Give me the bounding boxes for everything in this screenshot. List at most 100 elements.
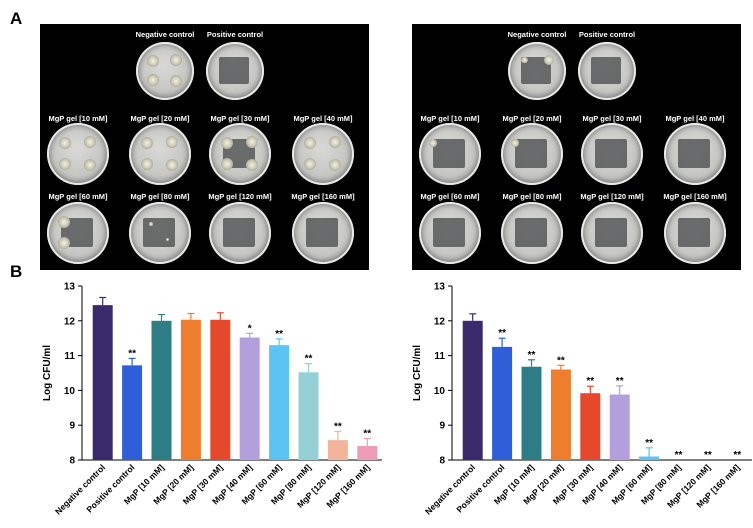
right-chart-bar (550, 369, 571, 460)
colony-spot (165, 136, 178, 149)
colony-spot (170, 75, 182, 87)
right-chart-significance-label: ** (733, 450, 741, 461)
right-chart-significance-label: ** (528, 350, 536, 361)
left-chart-significance-label: ** (275, 329, 283, 340)
plate-label-right-row3-3: MgP gel [160 mM] (663, 192, 727, 201)
dish-left-negative (136, 42, 194, 100)
dish-right-row3-3 (664, 202, 726, 264)
dish-left-row3-1 (129, 202, 191, 264)
right-chart-y-tick-label: 12 (434, 316, 446, 327)
right-chart-y-tick-label: 8 (439, 456, 445, 467)
dish-right-row3-1 (501, 202, 563, 264)
plate-label-left-top-0: Negative control (135, 30, 195, 39)
left-chart-bar (180, 319, 201, 460)
dish-right-row3-2 (581, 202, 643, 264)
left-chart-category-label: Negative control (53, 462, 107, 516)
right-chart-y-axis-label: Log CFU/ml (412, 345, 423, 401)
dish-left-row3-0 (47, 202, 109, 264)
left-chart-significance-label: * (248, 323, 252, 334)
right-chart-significance-label: ** (704, 450, 712, 461)
colony-spot (166, 237, 170, 241)
colony-spot (303, 136, 317, 150)
right-chart-category-label: Negative control (423, 462, 477, 516)
right-chart-significance-label: ** (557, 355, 565, 366)
left-chart-bar (210, 319, 231, 460)
left-chart-significance-label: ** (334, 421, 342, 432)
inhibition-zone (677, 217, 711, 247)
plate-label-right-row2-3: MgP gel [40 mM] (665, 114, 725, 123)
colony-spot (57, 215, 71, 229)
dish-right-row2-3 (664, 123, 726, 185)
plate-label-left-row2-0: MgP gel [10 mM] (48, 114, 108, 123)
colony-spot (303, 157, 317, 171)
left-chart-bar (269, 345, 290, 460)
inhibition-zone (594, 217, 628, 247)
plate-label-left-row2-1: MgP gel [20 mM] (130, 114, 190, 123)
colony-spot (170, 54, 182, 66)
inhibition-zone (432, 138, 466, 168)
plate-label-right-row2-0: MgP gel [10 mM] (420, 114, 480, 123)
left-chart-significance-label: ** (363, 428, 371, 439)
colony-spot (140, 157, 154, 171)
left-chart-bar (92, 305, 113, 460)
right-chart-bar (521, 366, 542, 460)
plate-label-right-row3-1: MgP gel [80 mM] (502, 192, 562, 201)
dish-left-row2-0 (47, 123, 109, 185)
colony-spot (58, 136, 72, 150)
inhibition-zone (219, 56, 250, 85)
right-chart-significance-label: ** (498, 328, 506, 339)
plate-label-left-row3-2: MgP gel [120 mM] (208, 192, 272, 201)
right-chart-bar (609, 394, 630, 460)
dish-left-row2-3 (292, 123, 354, 185)
plate-label-left-top-1: Positive control (206, 30, 264, 39)
dish-left-row2-1 (129, 123, 191, 185)
colony-spot (148, 221, 153, 226)
plate-label-right-top-1: Positive control (578, 30, 636, 39)
colony-spot (245, 136, 258, 149)
plate-label-right-row2-2: MgP gel [30 mM] (582, 114, 642, 123)
inhibition-zone (594, 138, 628, 168)
plate-label-right-top-0: Negative control (507, 30, 567, 39)
colony-spot (220, 136, 234, 150)
plate-label-left-row2-2: MgP gel [30 mM] (210, 114, 270, 123)
colony-spot (220, 157, 234, 171)
left-chart-y-tick-label: 11 (64, 351, 75, 362)
colony-spot (521, 56, 529, 64)
inhibition-zone (677, 138, 711, 168)
colony-spot (57, 236, 71, 250)
left-chart-bar (327, 440, 348, 460)
right-chart-y-tick-label: 11 (434, 351, 445, 362)
dish-left-row3-2 (209, 202, 271, 264)
right-chart-bar (462, 320, 483, 460)
colony-spot (245, 158, 258, 172)
colony-spot (429, 139, 437, 147)
inhibition-zone (591, 56, 622, 85)
colony-spot (328, 136, 341, 149)
panel-a-label: A (10, 9, 23, 28)
plate-label-left-row3-3: MgP gel [160 mM] (291, 192, 355, 201)
dish-right-row3-0 (419, 202, 481, 264)
right-chart-y-tick-label: 13 (434, 282, 446, 293)
right-chart-bar (492, 346, 513, 460)
right-chart-significance-label: ** (586, 376, 594, 387)
inhibition-zone (432, 217, 466, 247)
right-chart-y-tick-label: 9 (439, 421, 445, 432)
dish-left-positive (206, 42, 264, 100)
plate-label-right-row3-2: MgP gel [120 mM] (580, 192, 644, 201)
plate-label-left-row2-3: MgP gel [40 mM] (293, 114, 353, 123)
plate-label-right-row3-0: MgP gel [60 mM] (420, 192, 480, 201)
colony-spot (165, 158, 178, 172)
left-chart-bar (298, 372, 319, 460)
left-chart-significance-label: ** (128, 348, 136, 359)
left-chart-y-tick-label: 10 (64, 386, 76, 397)
dish-right-row2-2 (581, 123, 643, 185)
dish-left-row3-3 (292, 202, 354, 264)
right-chart-bar (580, 393, 601, 460)
colony-spot (543, 54, 555, 66)
right-chart-significance-label: ** (645, 438, 653, 449)
left-chart-y-axis-label: Log CFU/ml (42, 345, 53, 401)
right-chart-significance-label: ** (616, 376, 624, 387)
left-chart-bar (239, 337, 260, 460)
